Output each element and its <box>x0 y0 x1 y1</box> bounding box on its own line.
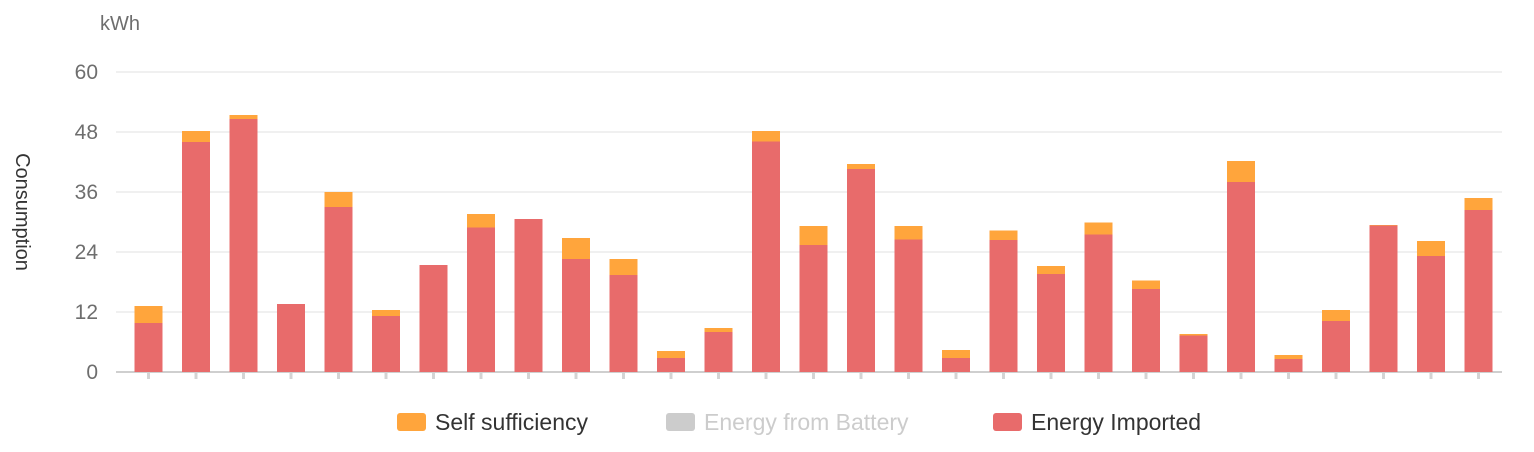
y-tick-label: 12 <box>75 301 98 324</box>
bar-energy-imported[interactable] <box>1227 182 1255 372</box>
bar-self-sufficiency[interactable] <box>657 351 685 358</box>
bar-self-sufficiency[interactable] <box>324 192 353 207</box>
bar-energy-imported[interactable] <box>514 219 543 372</box>
bar-energy-imported[interactable] <box>1464 210 1493 372</box>
y-tick-label: 60 <box>75 61 98 84</box>
bar-self-sufficiency[interactable] <box>894 226 923 240</box>
bar-self-sufficiency[interactable] <box>847 164 875 169</box>
bar-energy-imported[interactable] <box>1132 289 1160 372</box>
bar-self-sufficiency[interactable] <box>467 214 495 228</box>
y-tick-label: 48 <box>75 121 98 144</box>
bar-energy-imported[interactable] <box>704 332 733 372</box>
legend-swatch <box>666 413 695 431</box>
bar-energy-imported[interactable] <box>324 207 353 372</box>
y-tick-label: 36 <box>75 181 98 204</box>
bar-energy-imported[interactable] <box>989 240 1018 372</box>
bar-self-sufficiency[interactable] <box>1084 222 1113 235</box>
bar-energy-imported[interactable] <box>847 169 875 372</box>
legend-item-energy-from-battery[interactable]: Energy from Battery <box>666 409 909 435</box>
legend-label: Self sufficiency <box>435 409 588 435</box>
legend-swatch <box>397 413 426 431</box>
bar-energy-imported[interactable] <box>467 227 495 373</box>
x-ticks <box>147 373 1480 379</box>
bar-self-sufficiency[interactable] <box>134 306 163 323</box>
legend-label: Energy from Battery <box>704 409 909 435</box>
bar-energy-imported[interactable] <box>277 304 305 372</box>
bar-self-sufficiency[interactable] <box>372 310 400 316</box>
y-axis-title: Consumption <box>11 153 33 271</box>
bar-self-sufficiency[interactable] <box>562 238 590 259</box>
bar-energy-imported[interactable] <box>1274 359 1303 372</box>
bar-self-sufficiency[interactable] <box>229 115 258 119</box>
bar-self-sufficiency[interactable] <box>182 131 210 142</box>
bar-self-sufficiency[interactable] <box>1227 161 1255 182</box>
bar-self-sufficiency[interactable] <box>1132 280 1160 290</box>
bar-energy-imported[interactable] <box>1322 321 1350 372</box>
legend: Self sufficiency Energy from Battery Energ… <box>397 409 1201 435</box>
bar-energy-imported[interactable] <box>229 119 258 372</box>
bar-energy-imported[interactable] <box>1369 225 1398 373</box>
bar-self-sufficiency[interactable] <box>1179 334 1208 336</box>
bar-self-sufficiency[interactable] <box>989 230 1018 241</box>
bar-energy-imported[interactable] <box>799 245 828 372</box>
bar-energy-imported[interactable] <box>1417 256 1445 372</box>
bar-energy-imported[interactable] <box>894 239 923 373</box>
bar-energy-imported[interactable] <box>942 358 970 372</box>
y-unit-label: kWh <box>100 13 140 35</box>
bar-energy-imported[interactable] <box>419 265 448 372</box>
bar-energy-imported[interactable] <box>752 141 780 373</box>
bar-energy-imported[interactable] <box>657 358 685 372</box>
legend-item-energy-imported[interactable]: Energy Imported <box>993 409 1201 435</box>
bar-energy-imported[interactable] <box>1084 234 1113 373</box>
bar-self-sufficiency[interactable] <box>1369 225 1398 226</box>
bar-energy-imported[interactable] <box>1179 335 1208 373</box>
bar-energy-imported[interactable] <box>182 142 210 372</box>
legend-item-self-sufficiency[interactable]: Self sufficiency <box>397 409 588 435</box>
bar-self-sufficiency[interactable] <box>799 226 828 245</box>
bars <box>134 115 1493 373</box>
bar-self-sufficiency[interactable] <box>1274 355 1303 359</box>
bar-self-sufficiency[interactable] <box>1464 198 1493 210</box>
legend-swatch <box>993 413 1022 431</box>
bar-self-sufficiency[interactable] <box>942 350 970 358</box>
bar-self-sufficiency[interactable] <box>704 328 733 332</box>
bar-self-sufficiency[interactable] <box>1417 241 1445 256</box>
bar-energy-imported[interactable] <box>372 316 400 372</box>
y-tick-labels: 0 12 24 36 48 60 <box>75 61 99 384</box>
bar-self-sufficiency[interactable] <box>1037 266 1065 274</box>
bar-self-sufficiency[interactable] <box>752 131 780 142</box>
y-tick-label: 24 <box>75 241 99 264</box>
bar-self-sufficiency[interactable] <box>1322 310 1350 321</box>
bar-energy-imported[interactable] <box>134 323 163 372</box>
bar-energy-imported[interactable] <box>562 259 590 372</box>
y-tick-label: 0 <box>86 361 98 384</box>
legend-label: Energy Imported <box>1031 409 1201 435</box>
bar-energy-imported[interactable] <box>1037 274 1065 372</box>
bar-energy-imported[interactable] <box>609 275 638 372</box>
bar-self-sufficiency[interactable] <box>609 259 638 275</box>
